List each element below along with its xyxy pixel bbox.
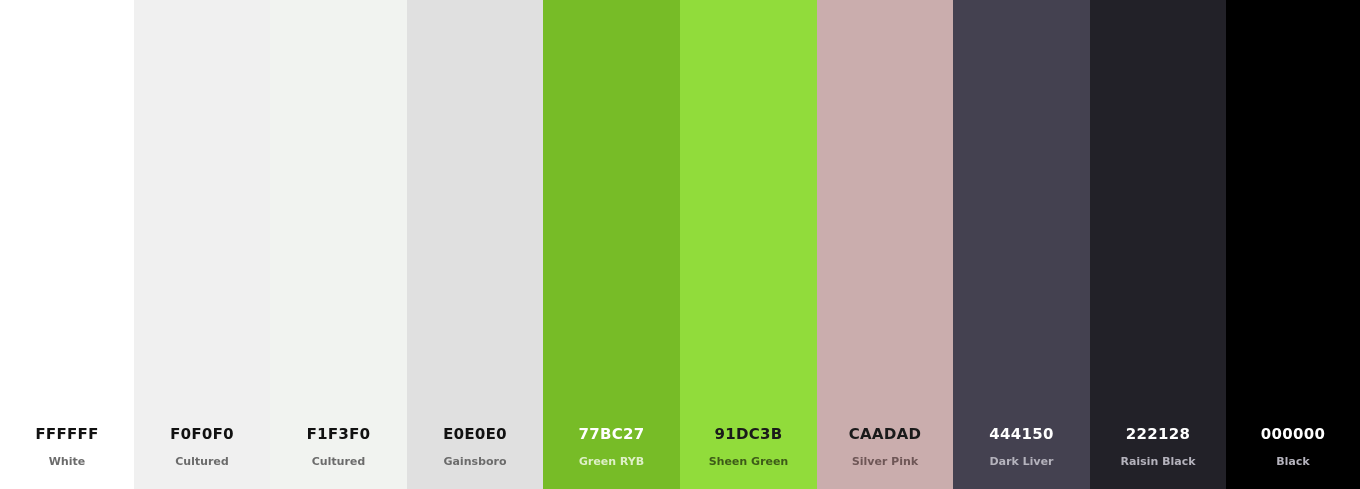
swatch-color-name: Silver Pink xyxy=(851,455,919,468)
color-swatch-dark-liver[interactable]: 444150 Dark Liver xyxy=(953,0,1090,489)
swatch-color-name: Raisin Black xyxy=(1120,455,1196,468)
swatch-hex-code: F1F3F0 xyxy=(306,425,371,443)
swatch-color-name: Gainsboro xyxy=(443,455,507,468)
swatch-color-name: Black xyxy=(1276,455,1310,468)
swatch-color-name: Green RYB xyxy=(578,455,645,468)
swatch-hex-code: 000000 xyxy=(1260,425,1326,443)
swatch-color-name: Dark Liver xyxy=(989,455,1054,468)
swatch-hex-code: FFFFFF xyxy=(35,425,99,443)
color-swatch-green-ryb[interactable]: 77BC27 Green RYB xyxy=(543,0,680,489)
swatch-hex-code: 444150 xyxy=(989,425,1054,443)
color-swatch-black[interactable]: 000000 Black xyxy=(1226,0,1360,489)
swatch-color-name: White xyxy=(48,455,86,468)
color-swatch-cultured[interactable]: F0F0F0 Cultured xyxy=(134,0,270,489)
color-swatch-silver-pink[interactable]: CAADAD Silver Pink xyxy=(817,0,953,489)
swatch-hex-code: 222128 xyxy=(1125,425,1191,443)
swatch-hex-code: 77BC27 xyxy=(578,425,645,443)
swatch-color-name: Cultured xyxy=(311,455,366,468)
swatch-hex-code: 91DC3B xyxy=(714,425,783,443)
color-swatch-sheen-green[interactable]: 91DC3B Sheen Green xyxy=(680,0,817,489)
color-swatch-gainsboro[interactable]: E0E0E0 Gainsboro xyxy=(407,0,543,489)
swatch-hex-code: F0F0F0 xyxy=(170,425,234,443)
swatch-color-name: Sheen Green xyxy=(708,455,789,468)
swatch-color-name: Cultured xyxy=(175,455,229,468)
swatch-hex-code: CAADAD xyxy=(848,425,922,443)
swatch-hex-code: E0E0E0 xyxy=(443,425,507,443)
color-swatch-cultured-alt[interactable]: F1F3F0 Cultured xyxy=(270,0,407,489)
color-swatch-white[interactable]: FFFFFF White xyxy=(0,0,134,489)
color-swatch-raisin-black[interactable]: 222128 Raisin Black xyxy=(1090,0,1226,489)
